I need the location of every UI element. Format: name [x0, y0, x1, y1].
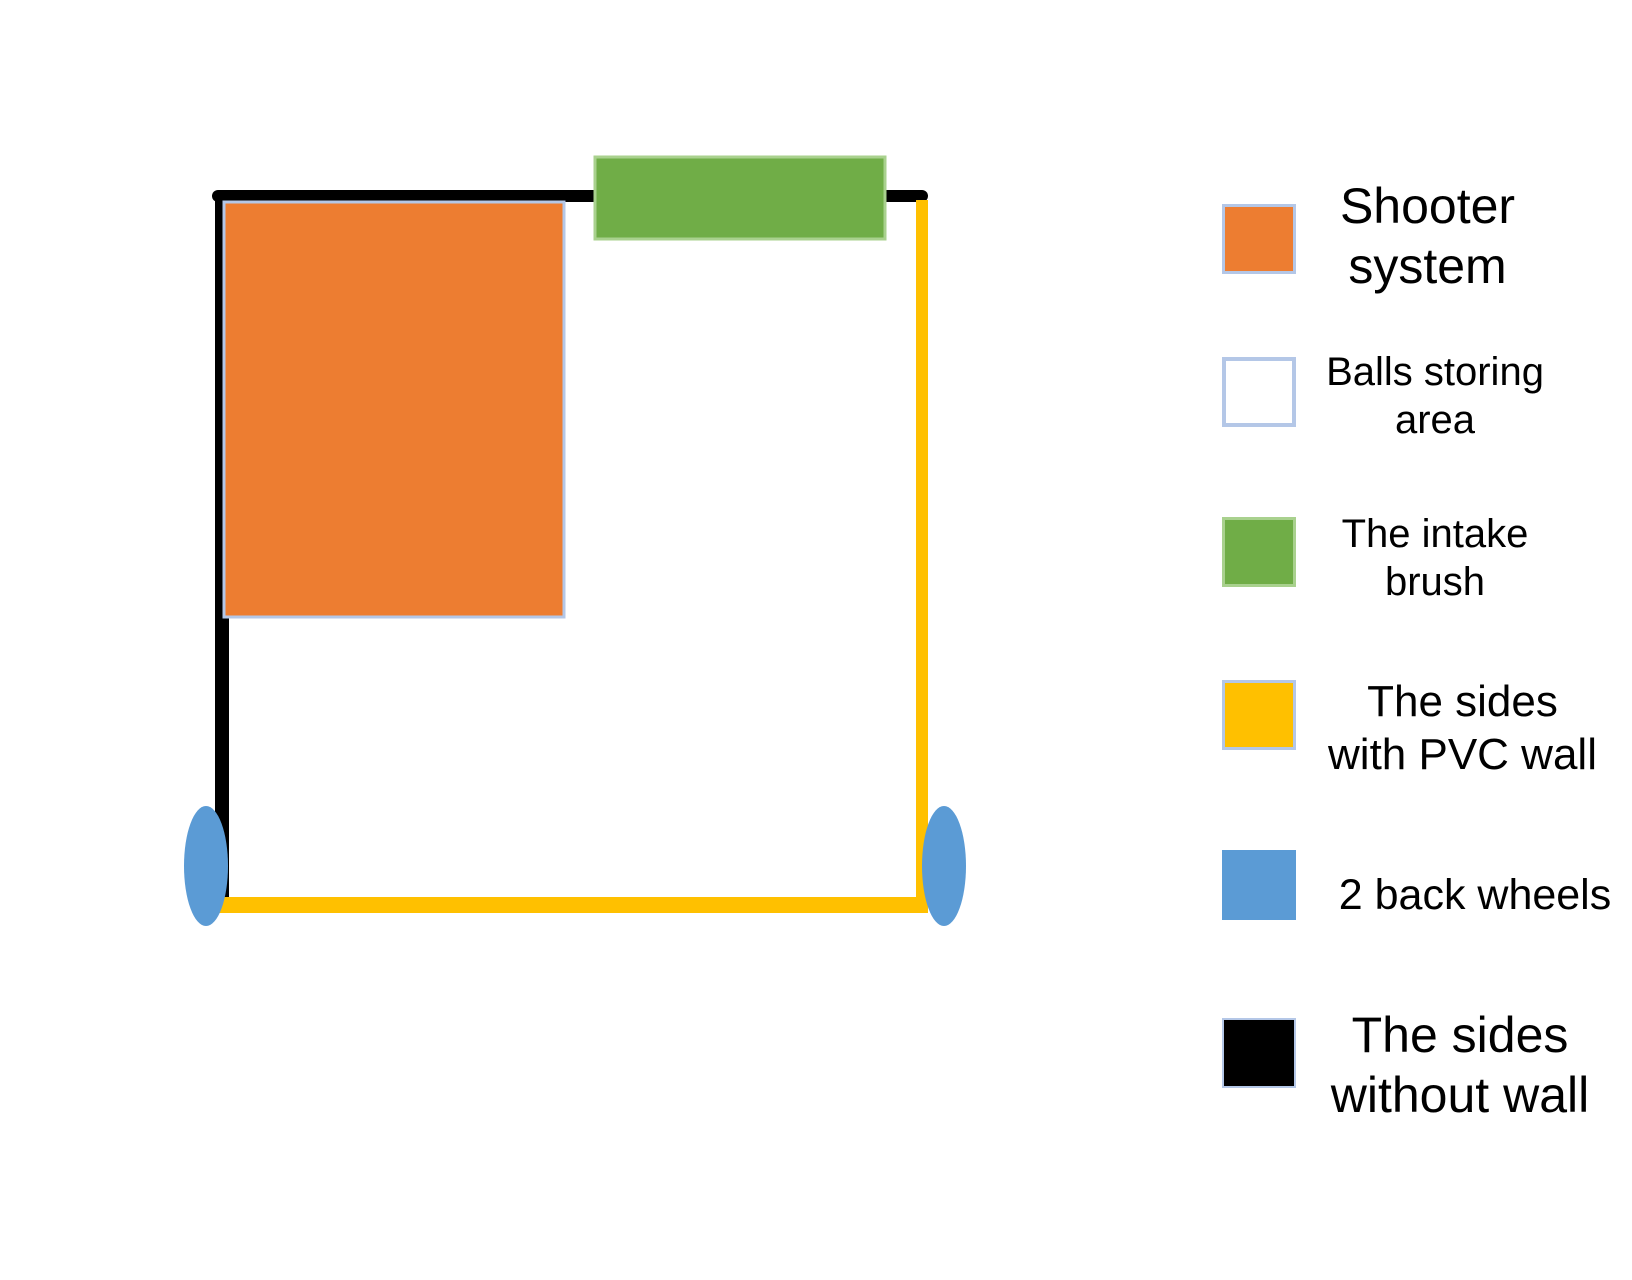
legend-swatch-shooter	[1222, 204, 1296, 274]
legend-label-shooter: Shooter system	[1305, 176, 1550, 296]
legend-label-pvc-line2: with PVC wall	[1328, 729, 1597, 779]
legend-label-storage-line1: Balls storing	[1326, 350, 1544, 394]
legend-swatch-intake	[1222, 517, 1296, 587]
legend-swatch-storage	[1222, 357, 1296, 427]
legend-label-pvc: The sides with PVC wall	[1315, 676, 1610, 782]
legend-label-wheels-line1: 2 back wheels	[1338, 871, 1612, 919]
legend-label-storage-line2: area	[1394, 398, 1476, 442]
legend-label-nowall-line1: The sides	[1351, 1007, 1569, 1063]
right-back-wheel	[922, 806, 966, 926]
legend-label-intake: The intake brush	[1310, 510, 1560, 606]
legend-swatch-nowall	[1222, 1018, 1296, 1088]
left-back-wheel	[184, 806, 228, 926]
legend-label-shooter-line2: system	[1348, 238, 1507, 294]
legend-label-nowall-line2: without wall	[1330, 1067, 1590, 1123]
legend-swatch-wheels	[1222, 850, 1296, 920]
legend-swatch-pvc	[1222, 680, 1296, 750]
legend-label-intake-line1: The intake	[1341, 512, 1529, 556]
legend-label-storage: Balls storing area	[1300, 348, 1570, 444]
intake-brush-block	[593, 155, 887, 241]
shooter-system-block	[222, 200, 566, 619]
legend-label-shooter-line1: Shooter	[1339, 178, 1516, 234]
legend-label-intake-line2: brush	[1384, 560, 1486, 604]
legend-label-pvc-line1: The sides	[1367, 677, 1558, 726]
legend-label-wheels: 2 back wheels	[1325, 870, 1625, 922]
legend-label-nowall: The sides without wall	[1315, 1005, 1605, 1125]
